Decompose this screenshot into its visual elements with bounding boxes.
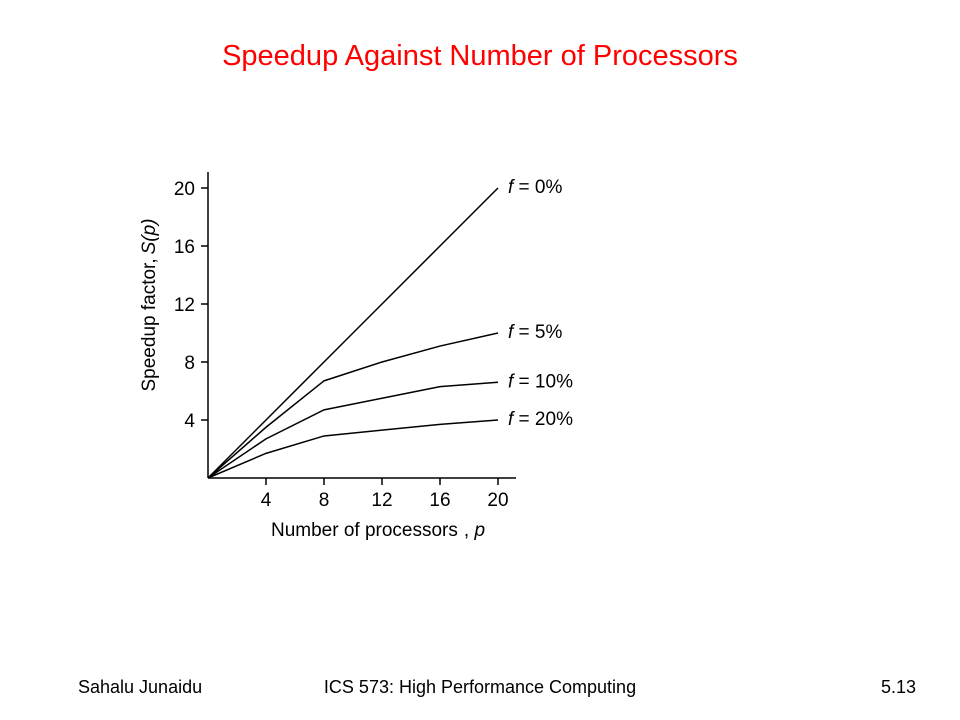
x-tick-label: 12 (371, 490, 392, 511)
series-line-3 (207, 381, 499, 479)
y-tick-label: 12 (174, 295, 195, 316)
series-label-2: f = 5% (508, 322, 563, 343)
y-axis-label: Speedup factor, (139, 258, 160, 391)
y-axis-variable: S(p) (139, 218, 160, 254)
footer-author: Sahalu Junaidu (78, 677, 203, 697)
x-tick-label: 20 (487, 490, 508, 511)
x-axis-label: Number of processors (271, 520, 458, 541)
series-line-4 (207, 419, 499, 479)
y-tick-label: 4 (184, 411, 195, 432)
footer-course: ICS 573: High Performance Computing (323, 677, 637, 697)
x-tick-label: 16 (429, 490, 450, 511)
plot-area: 4 8 12 16 20 4 8 12 16 20 f = 0% f = 5% f = 10% f = 2… (174, 172, 573, 511)
slide-title: Speedup Against Number of Processors (222, 40, 738, 72)
x-tick-label: 8 (319, 490, 330, 511)
series-label-1: f = 0% (508, 177, 563, 198)
y-axis-title: Speedup factor, S(p) (139, 218, 160, 391)
y-tick-label: 20 (174, 179, 195, 200)
series-label-4: f = 20% (508, 409, 573, 430)
footer-page-number: 5.13 (880, 677, 916, 697)
y-tick-label: 16 (174, 237, 195, 258)
series-line-2 (207, 332, 499, 479)
series-line-1 (207, 187, 499, 479)
x-axis-variable: p (473, 520, 485, 541)
y-tick-label: 8 (184, 353, 195, 374)
series-label-3: f = 10% (508, 371, 573, 392)
x-axis-title: Number of processors, p (271, 520, 485, 541)
x-tick-label: 4 (261, 490, 272, 511)
